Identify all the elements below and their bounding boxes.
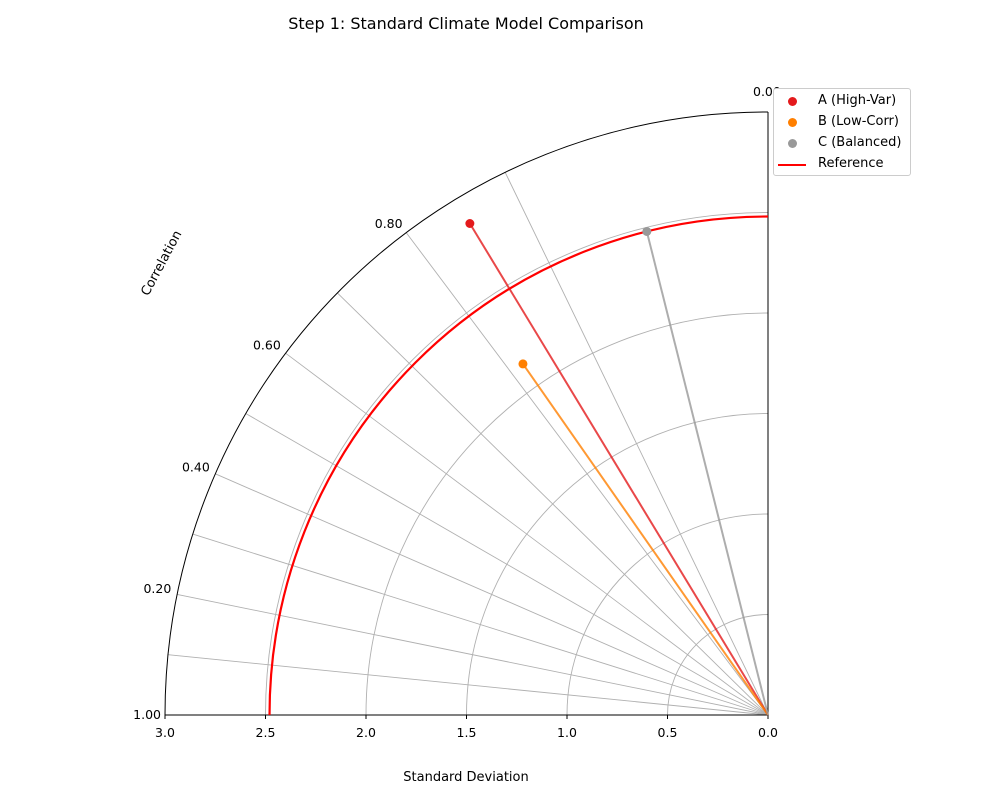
std-grid-arc — [667, 614, 769, 716]
correlation-tick-label: 0.80 — [375, 216, 403, 231]
std-tick-label: 3.0 — [155, 725, 175, 740]
chart-title: Step 1: Standard Climate Model Compariso… — [288, 14, 644, 33]
legend-label: A (High-Var) — [818, 93, 897, 108]
legend-label: Reference — [818, 156, 884, 171]
legend-label: B (Low-Corr) — [818, 114, 899, 129]
correlation-grid-ray — [504, 172, 769, 716]
std-grid-arc — [365, 312, 769, 716]
legend-line-swatch — [778, 164, 806, 166]
std-grid-arc — [265, 212, 769, 716]
correlation-grid-ray — [405, 232, 769, 716]
correlation-grid-ray — [215, 473, 769, 716]
correlation-grid-ray — [245, 413, 769, 716]
series-layer — [465, 218, 769, 716]
series-line — [522, 363, 769, 716]
legend-item: A (High-Var) — [774, 92, 912, 112]
reference-arc — [268, 215, 769, 716]
std-tick-label: 0.5 — [658, 725, 678, 740]
std-tick-label: 2.0 — [356, 725, 376, 740]
correlation-grid-ray — [192, 533, 769, 716]
outer-frame-arc — [164, 111, 769, 716]
std-tick-label: 1.0 — [557, 725, 577, 740]
legend-marker — [788, 118, 797, 127]
series-point — [518, 359, 528, 369]
std-tick-label: 1.5 — [457, 725, 477, 740]
std-tick-label: 0.0 — [758, 725, 778, 740]
correlation-tick-label: 1.00 — [133, 707, 161, 722]
legend-item: Reference — [774, 155, 912, 175]
legend-label: C (Balanced) — [818, 135, 902, 150]
correlation-grid-ray — [285, 352, 769, 716]
series-line — [645, 231, 769, 716]
correlation-tick-label: 0.20 — [143, 581, 171, 596]
tick-layer: 3.0 2.5 2.0 1.5 1.0 0.5 0.00.000.200.400.600.8… — [133, 84, 781, 740]
x-axis-label: Standard Deviation — [403, 770, 528, 785]
legend: A (High-Var) B (Low-Corr) C (Balanced) Refe… — [773, 88, 911, 176]
reference-arc-layer — [268, 215, 769, 716]
series-point — [465, 218, 475, 228]
legend-item: C (Balanced) — [774, 134, 912, 154]
correlation-grid-ray — [167, 654, 769, 716]
std-tick-label: 2.5 — [256, 725, 276, 740]
grid-layer — [164, 111, 769, 716]
std-grid-arc — [566, 513, 769, 716]
correlation-axis-label: Correlation — [138, 228, 185, 298]
std-grid-arc — [466, 413, 769, 716]
legend-item: B (Low-Corr) — [774, 113, 912, 133]
correlation-grid-ray — [337, 292, 769, 716]
legend-marker — [788, 97, 797, 106]
correlation-tick-label: 0.40 — [182, 459, 210, 474]
legend-marker — [788, 139, 797, 148]
series-line — [469, 222, 769, 716]
correlation-tick-label: 0.60 — [253, 338, 281, 353]
correlation-grid-ray — [177, 593, 769, 716]
series-point — [642, 226, 652, 236]
